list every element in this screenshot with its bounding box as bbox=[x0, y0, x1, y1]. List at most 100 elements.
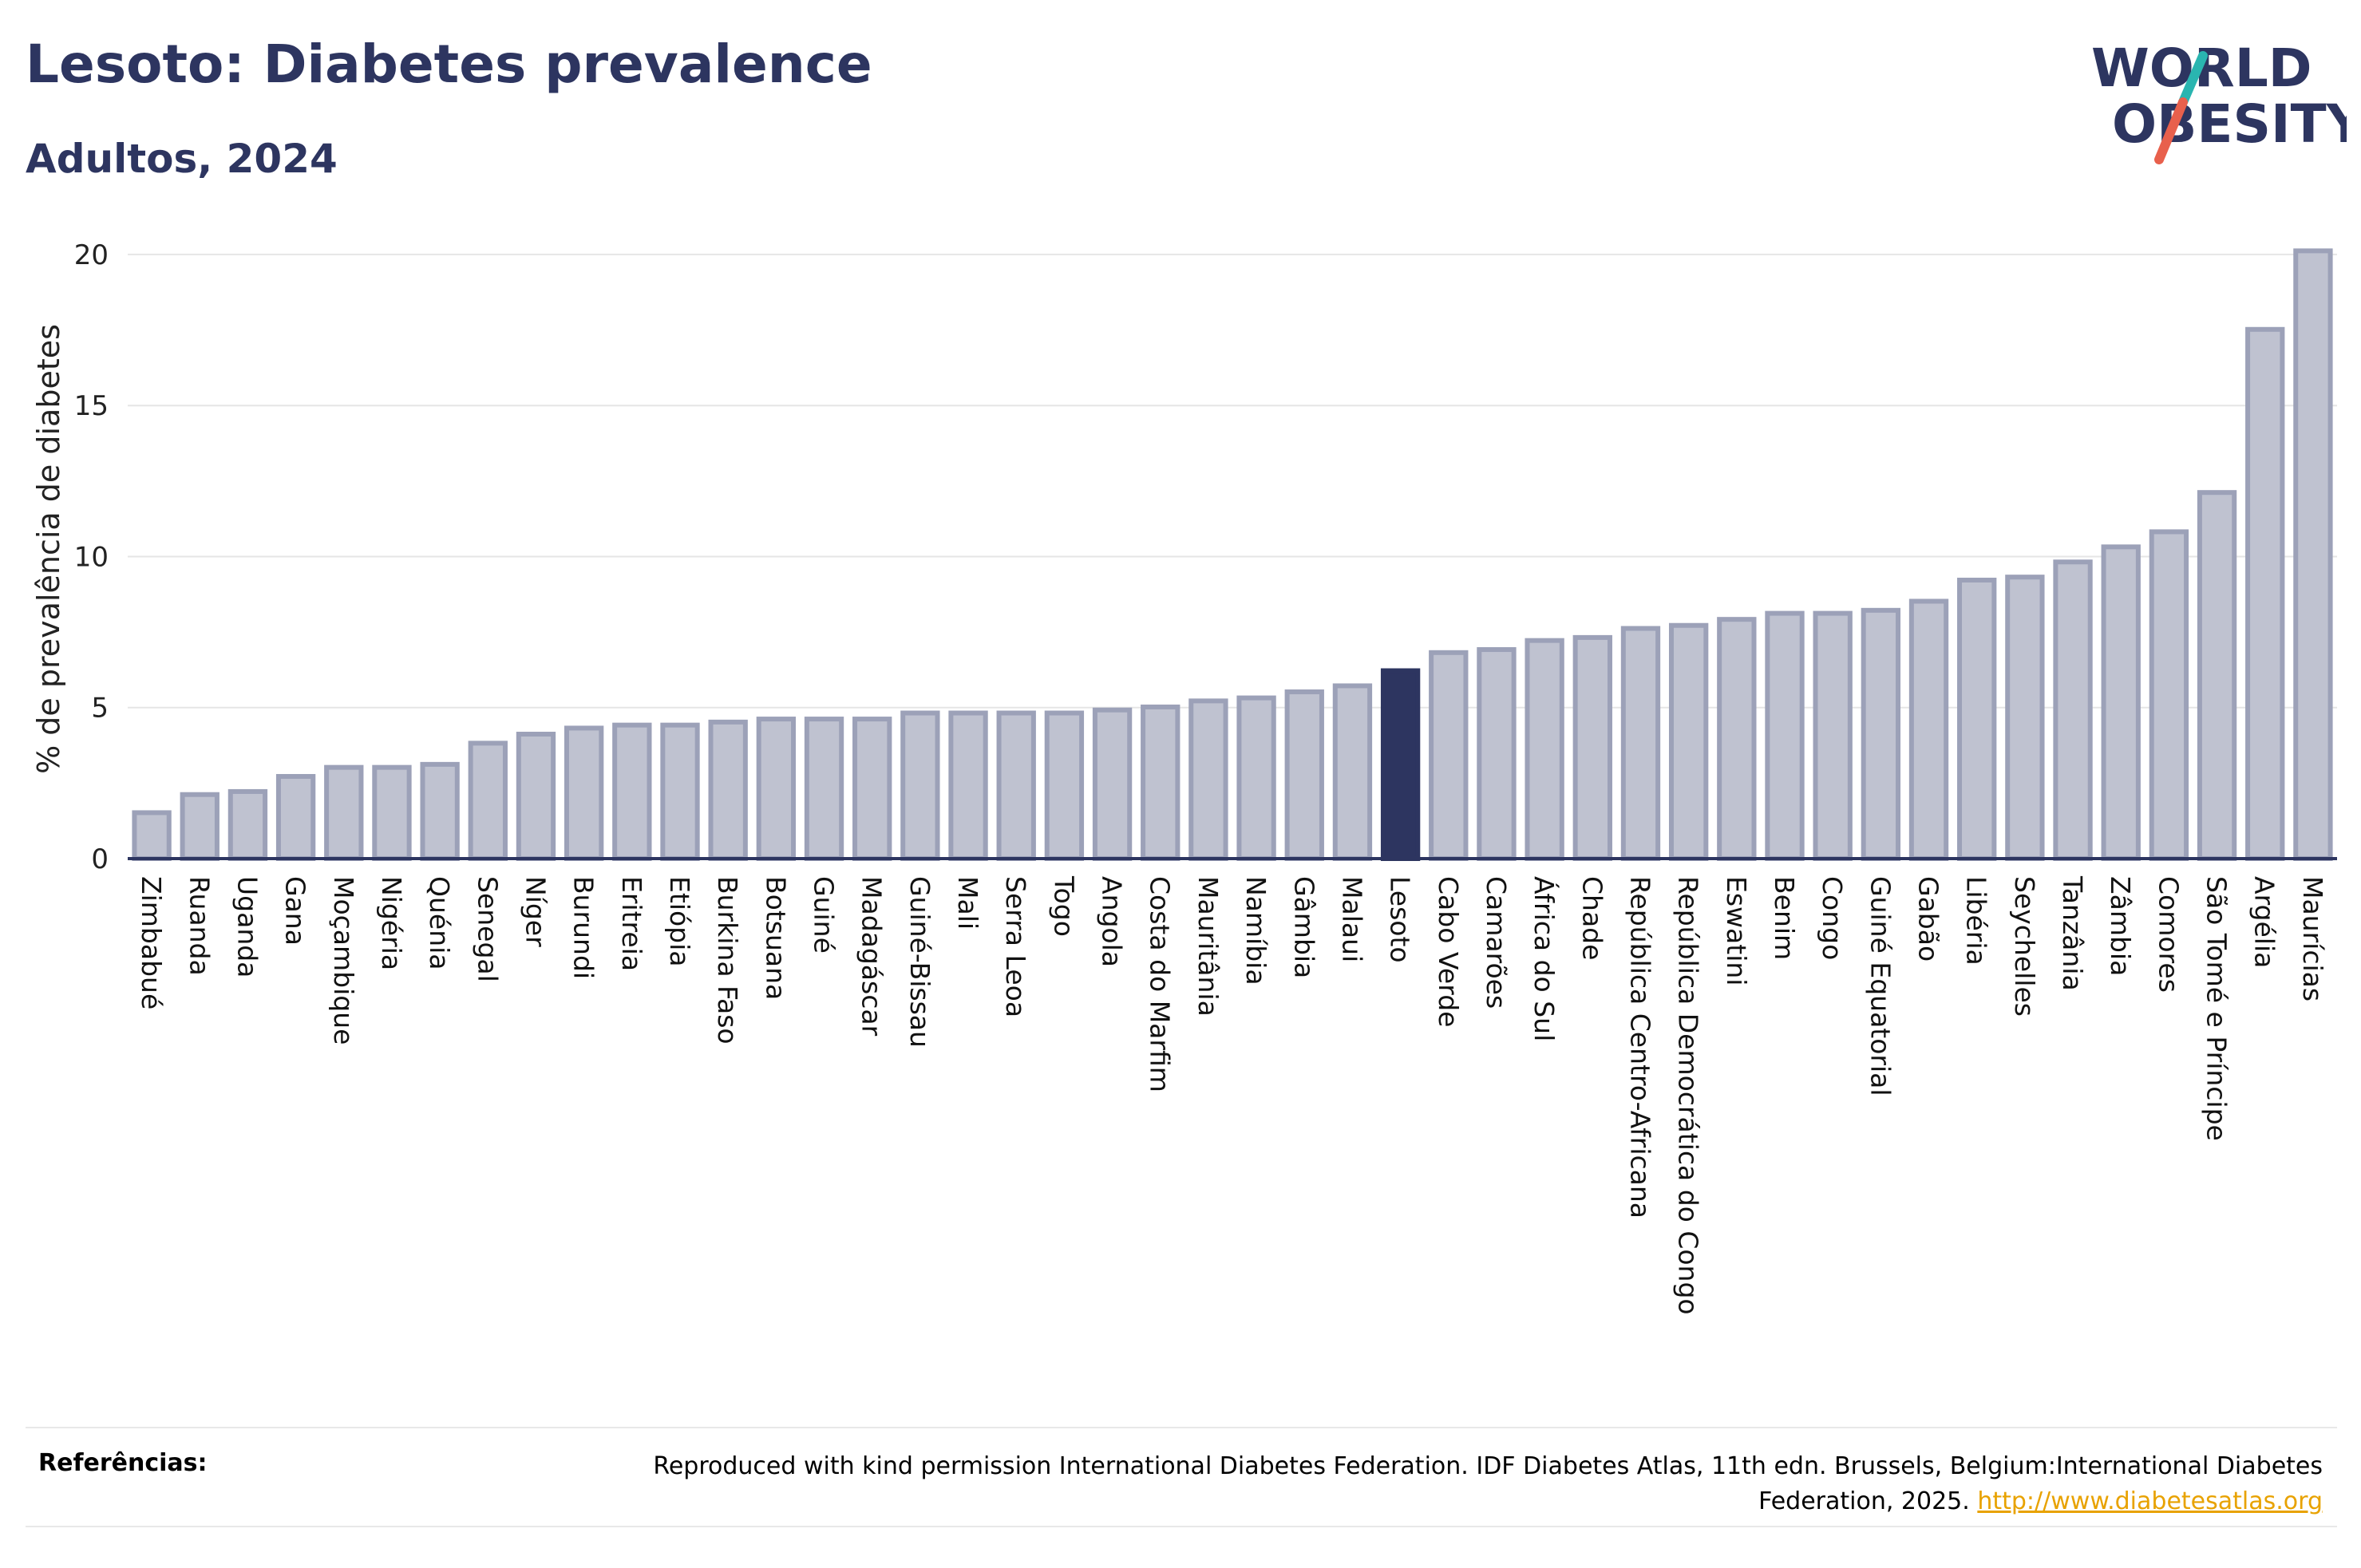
bar-chart: 0 5 10 15 20 % de prevalência de diabetes Zimb… bbox=[31, 239, 2337, 1315]
x-tick-label: Lesoto bbox=[1385, 876, 1416, 963]
footer-divider-top bbox=[26, 1427, 2337, 1428]
bar bbox=[900, 710, 940, 862]
bar bbox=[996, 710, 1036, 862]
bar bbox=[180, 792, 219, 861]
x-tick-label: Mali bbox=[952, 876, 983, 930]
bar bbox=[227, 788, 268, 861]
x-tick-label: Quénia bbox=[424, 876, 455, 970]
references-link[interactable]: http://www.diabetesatlas.org bbox=[1977, 1487, 2323, 1515]
x-tick-label: Chade bbox=[1576, 876, 1608, 960]
bar bbox=[1429, 650, 1469, 861]
bar bbox=[468, 741, 508, 861]
y-tick-label: 10 bbox=[74, 541, 109, 573]
bar bbox=[1477, 647, 1517, 862]
bar bbox=[1044, 710, 1085, 862]
x-tick-label: Eswatini bbox=[1721, 876, 1752, 985]
bar bbox=[275, 774, 316, 862]
bar bbox=[1620, 626, 1661, 862]
x-tick-label: Serra Leoa bbox=[1000, 876, 1031, 1017]
x-tick-label: Guiné-Bissau bbox=[904, 876, 935, 1048]
bar bbox=[420, 761, 460, 861]
y-tick-label: 20 bbox=[74, 239, 109, 271]
x-tick-label: Angola bbox=[1097, 876, 1128, 967]
bar bbox=[1236, 695, 1276, 862]
bar bbox=[1957, 577, 1997, 862]
bar bbox=[756, 717, 797, 862]
bar bbox=[1813, 610, 1853, 861]
x-tick-label: Namíbia bbox=[1240, 876, 1271, 985]
x-tick-label: Camarões bbox=[1481, 876, 1512, 1009]
bar bbox=[2245, 326, 2285, 861]
bar bbox=[132, 810, 172, 861]
x-tick-label: Costa do Marfim bbox=[1145, 876, 1176, 1092]
x-tick-label: Zâmbia bbox=[2105, 876, 2136, 976]
bar bbox=[612, 722, 652, 861]
x-tick-label: Ruanda bbox=[184, 876, 215, 976]
x-tick-label: Burkina Faso bbox=[712, 876, 743, 1045]
x-tick-label: Moçambique bbox=[328, 876, 359, 1045]
bar bbox=[1572, 634, 1612, 861]
x-tick-label: Botsuana bbox=[760, 876, 791, 1000]
x-tick-label: Níger bbox=[520, 876, 551, 947]
bar bbox=[2149, 529, 2189, 862]
bar bbox=[1188, 698, 1228, 861]
x-tick-label: Seychelles bbox=[2009, 876, 2040, 1017]
references-text: Reproduced with kind permission Internat… bbox=[567, 1449, 2323, 1519]
x-tick-label: Eritreia bbox=[616, 876, 647, 971]
logo-slash-bottom bbox=[2154, 97, 2188, 164]
x-tick-label: Togo bbox=[1048, 875, 1079, 937]
x-tick-label: Uganda bbox=[231, 876, 263, 978]
x-tick-label: República Democrática do Congo bbox=[1673, 876, 1704, 1315]
y-tick-label: 15 bbox=[74, 390, 109, 422]
x-tick-label: África do Sul bbox=[1529, 876, 1560, 1041]
bar bbox=[1765, 610, 1805, 861]
bar bbox=[564, 725, 604, 861]
y-tick-label: 0 bbox=[91, 843, 109, 875]
bar bbox=[2053, 559, 2093, 861]
bar bbox=[1380, 668, 1421, 862]
bar bbox=[1092, 707, 1133, 861]
bar bbox=[1141, 704, 1180, 862]
bar bbox=[1908, 598, 1949, 862]
x-tick-label: Guiné bbox=[809, 876, 840, 954]
bar bbox=[1332, 683, 1373, 862]
bar bbox=[372, 764, 412, 862]
logo-slash-top bbox=[2178, 51, 2208, 107]
x-tick-label: Nigéria bbox=[376, 876, 407, 970]
bar bbox=[852, 717, 892, 862]
x-tick-label: Madagáscar bbox=[856, 876, 888, 1037]
x-tick-label: Gana bbox=[280, 876, 311, 946]
bar bbox=[516, 732, 556, 862]
x-tick-label: Guiné Equatorial bbox=[1865, 876, 1896, 1096]
x-tick-label: Zimbabué bbox=[136, 876, 167, 1009]
x-tick-label: Gabão bbox=[1913, 876, 1944, 962]
y-tick-label: 5 bbox=[91, 693, 109, 725]
bar bbox=[2005, 575, 2045, 861]
bar bbox=[2197, 490, 2237, 861]
x-tick-label: Comores bbox=[2153, 876, 2184, 993]
x-tick-label: Benim bbox=[1769, 876, 1800, 960]
bar bbox=[1525, 638, 1564, 861]
x-tick-label: Malaui bbox=[1336, 876, 1367, 962]
bar bbox=[948, 710, 988, 862]
chart-title: Lesoto: Diabetes prevalence bbox=[26, 34, 872, 95]
bar bbox=[708, 719, 748, 861]
x-tick-label: Maurícias bbox=[2297, 876, 2328, 1001]
y-axis-label: % de prevalência de diabetes bbox=[31, 324, 66, 774]
x-tick-label: Congo bbox=[1817, 876, 1848, 960]
x-tick-label: República Centro-Africana bbox=[1624, 876, 1655, 1218]
references-label: Referências: bbox=[38, 1449, 208, 1477]
bar bbox=[1717, 617, 1757, 861]
references-body: Reproduced with kind permission Internat… bbox=[653, 1452, 2323, 1515]
bar bbox=[2101, 544, 2141, 861]
x-tick-label: Burundi bbox=[568, 876, 599, 979]
x-tick-label: Tanzânia bbox=[2057, 875, 2088, 991]
x-tick-label: Mauritânia bbox=[1192, 876, 1224, 1017]
chart-subtitle: Adultos, 2024 bbox=[26, 136, 338, 182]
bar bbox=[1861, 607, 1901, 861]
x-tick-label: Argélia bbox=[2249, 876, 2280, 968]
bar bbox=[2293, 248, 2333, 862]
x-tick-label: Gâmbia bbox=[1288, 876, 1319, 978]
bar bbox=[324, 764, 364, 862]
bar bbox=[1284, 689, 1324, 862]
